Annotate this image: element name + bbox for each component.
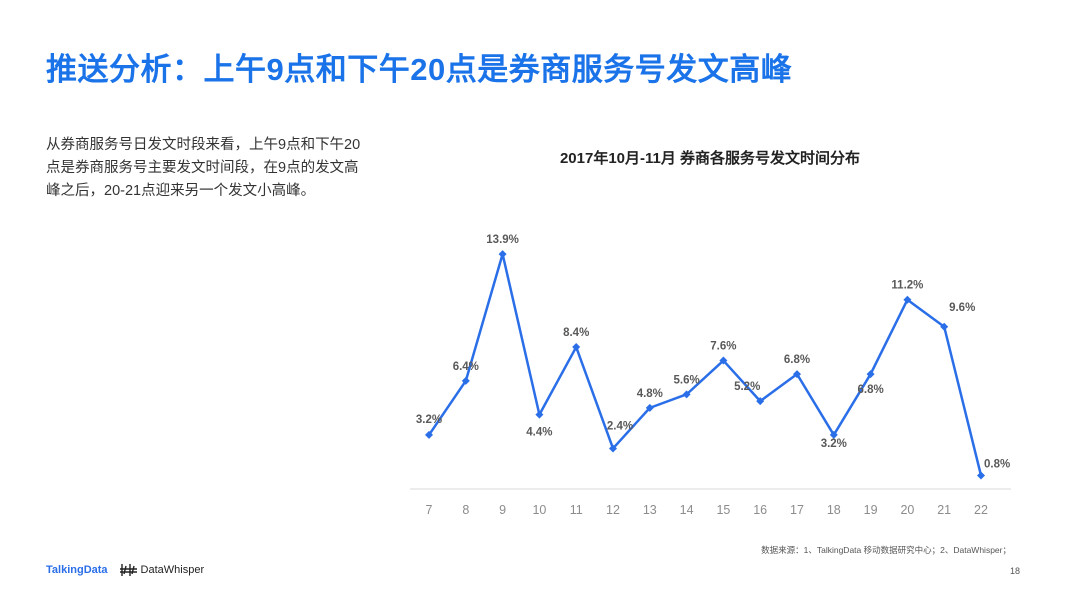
- data-label: 2.4%: [607, 420, 633, 432]
- data-label: 13.9%: [486, 234, 519, 246]
- data-point-marker: [498, 250, 507, 259]
- x-tick-label: 8: [462, 503, 469, 517]
- x-tick-label: 18: [827, 503, 841, 517]
- data-point-marker: [793, 370, 801, 379]
- data-point-marker: [682, 390, 691, 399]
- data-point-marker: [829, 430, 838, 439]
- x-tick-label: 22: [974, 503, 988, 517]
- x-tick-label: 12: [606, 503, 620, 517]
- data-point-marker: [903, 295, 912, 304]
- datawhisper-label: DataWhisper: [140, 564, 205, 576]
- data-label: 6.8%: [784, 354, 810, 366]
- page-title: 推送分析：上午9点和下午20点是券商服务号发文高峰: [46, 52, 793, 87]
- x-tick-label: 17: [790, 503, 804, 517]
- data-point-marker: [977, 471, 985, 480]
- data-point-marker: [756, 397, 765, 406]
- datawhisper-logo: DataWhisper: [119, 563, 205, 577]
- x-tick-label: 21: [937, 503, 951, 517]
- data-point-marker: [940, 322, 949, 331]
- data-label: 4.8%: [637, 388, 663, 400]
- line-chart: 7 8 9 10 11 12 13 14 15 16 17 18 19 20 21 22 3.2% 6.4% 13.…: [410, 234, 1011, 517]
- data-point-marker: [461, 376, 470, 385]
- data-point-marker: [535, 410, 544, 419]
- x-tick-label: 19: [864, 503, 878, 517]
- data-label: 8.4%: [563, 327, 589, 339]
- x-tick-label: 16: [753, 503, 767, 517]
- talkingdata-logo: TalkingData: [46, 564, 108, 576]
- x-tick-label: 9: [499, 503, 506, 517]
- page-number: 18: [1009, 566, 1020, 576]
- x-tick-label: 14: [680, 503, 694, 517]
- x-tick-label: 13: [643, 503, 657, 517]
- chart-title: 2017年10月-11月 券商各服务号发文时间分布: [559, 150, 861, 167]
- datawhisper-icon: [119, 564, 137, 576]
- footer-brands: TalkingData DataWhisper: [46, 563, 204, 577]
- data-label: 7.6%: [710, 341, 736, 353]
- data-label: 9.6%: [949, 302, 975, 314]
- x-tick-label: 15: [716, 503, 730, 517]
- data-label: 6.8%: [857, 384, 883, 396]
- data-label: 6.4%: [453, 361, 479, 373]
- x-tick-label: 10: [532, 503, 546, 517]
- source-note: 数据来源：1、TalkingData 移动数据研究中心；2、DataWhispe…: [761, 545, 1011, 555]
- data-label: 5.6%: [673, 374, 699, 386]
- data-label: 3.2%: [821, 438, 847, 450]
- x-tick-label: 20: [900, 503, 914, 517]
- data-label: 4.4%: [526, 427, 552, 439]
- data-point-marker: [609, 444, 617, 453]
- description-text: 从券商服务号日发文时段来看，上午9点和下午20点是券商服务号主要发文时间段，在9…: [46, 137, 361, 199]
- data-point-marker: [572, 343, 581, 352]
- data-label: 11.2%: [891, 280, 923, 292]
- data-point-marker: [866, 370, 875, 379]
- data-point-marker: [645, 403, 654, 412]
- data-point-marker: [425, 430, 433, 439]
- data-point-marker: [719, 356, 728, 365]
- data-label: 5.2%: [734, 381, 760, 393]
- x-tick-label: 11: [570, 503, 583, 517]
- x-tick-label: 7: [426, 503, 433, 517]
- data-label: 3.2%: [416, 414, 442, 426]
- series-line: [427, 252, 983, 476]
- data-label: 0.8%: [984, 458, 1010, 470]
